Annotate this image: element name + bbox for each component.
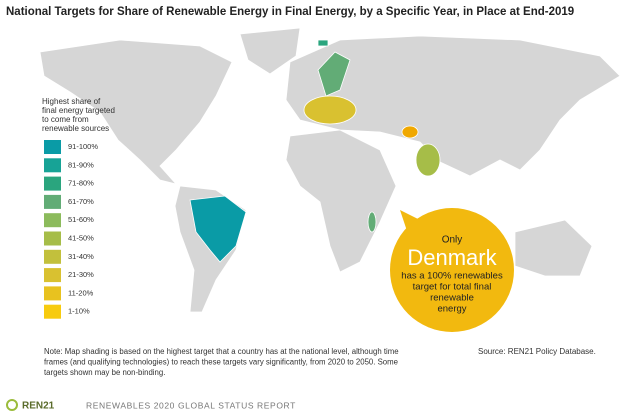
world-map [39,27,621,313]
legend-swatch [44,176,61,191]
callout-line: target for total final [413,282,492,293]
callout-line: has a 100% renewables [401,271,503,282]
callout-line: renewable [430,293,474,304]
legend-swatch [44,213,61,228]
logo: REN21 [22,401,55,412]
legend-label: 41-50% [68,233,94,242]
callout: Only Denmark has a 100% renewablestarget… [390,208,514,332]
report-name: RENEWABLES 2020 GLOBAL STATUS REPORT [86,400,296,410]
legend-label: 51-60% [68,215,94,224]
footer: REN21 RENEWABLES 2020 GLOBAL STATUS REPO… [6,399,296,412]
greenland [239,27,301,75]
legend-label: 31-40% [68,252,94,261]
callout-line: energy [437,304,466,315]
legend-swatch [44,304,61,319]
legend-swatch [44,194,61,209]
legend-swatch [44,231,61,246]
africa [285,129,397,273]
europe [303,95,357,125]
legend-title: to come from [42,115,89,124]
title: National Targets for Share of Renewable … [6,6,574,18]
callout-highlight: Denmark [407,245,497,270]
north-america [39,39,233,185]
legend-label: 71-80% [68,179,94,188]
note: Note: Map shading is based on the highes… [44,347,399,377]
legend-swatch [44,286,61,301]
legend-title: Highest share of [42,97,101,106]
legend-swatch [44,140,61,154]
note-line: Note: Map shading is based on the highes… [44,347,399,356]
legend-label: 11-20% [68,288,94,297]
legend-label: 81-90% [68,160,94,169]
legend-label: 61-70% [68,197,94,206]
scandinavia [317,51,351,97]
legend-title: final energy targeted [42,106,115,115]
legend-label: 1-10% [68,307,90,316]
source: Source: REN21 Policy Database. [478,347,596,356]
legend-swatch [44,158,61,173]
india [415,143,441,177]
australia [514,219,593,277]
legend-swatch [44,249,61,264]
note-line: targets shown may be non-binding. [44,368,165,377]
legend-title: renewable sources [42,124,109,133]
greenland-target [317,39,329,47]
legend-label: 21-30% [68,270,94,279]
afghanistan [401,125,419,139]
logo-icon [6,399,18,411]
madagascar [367,211,377,233]
callout-intro: Only [442,235,463,246]
brazil [189,195,247,263]
callout-circle [390,208,514,332]
note-line: frames (and qualifying technologies) to … [44,358,398,367]
legend-swatch [44,268,61,283]
legend-label: 91-100% [68,142,98,151]
